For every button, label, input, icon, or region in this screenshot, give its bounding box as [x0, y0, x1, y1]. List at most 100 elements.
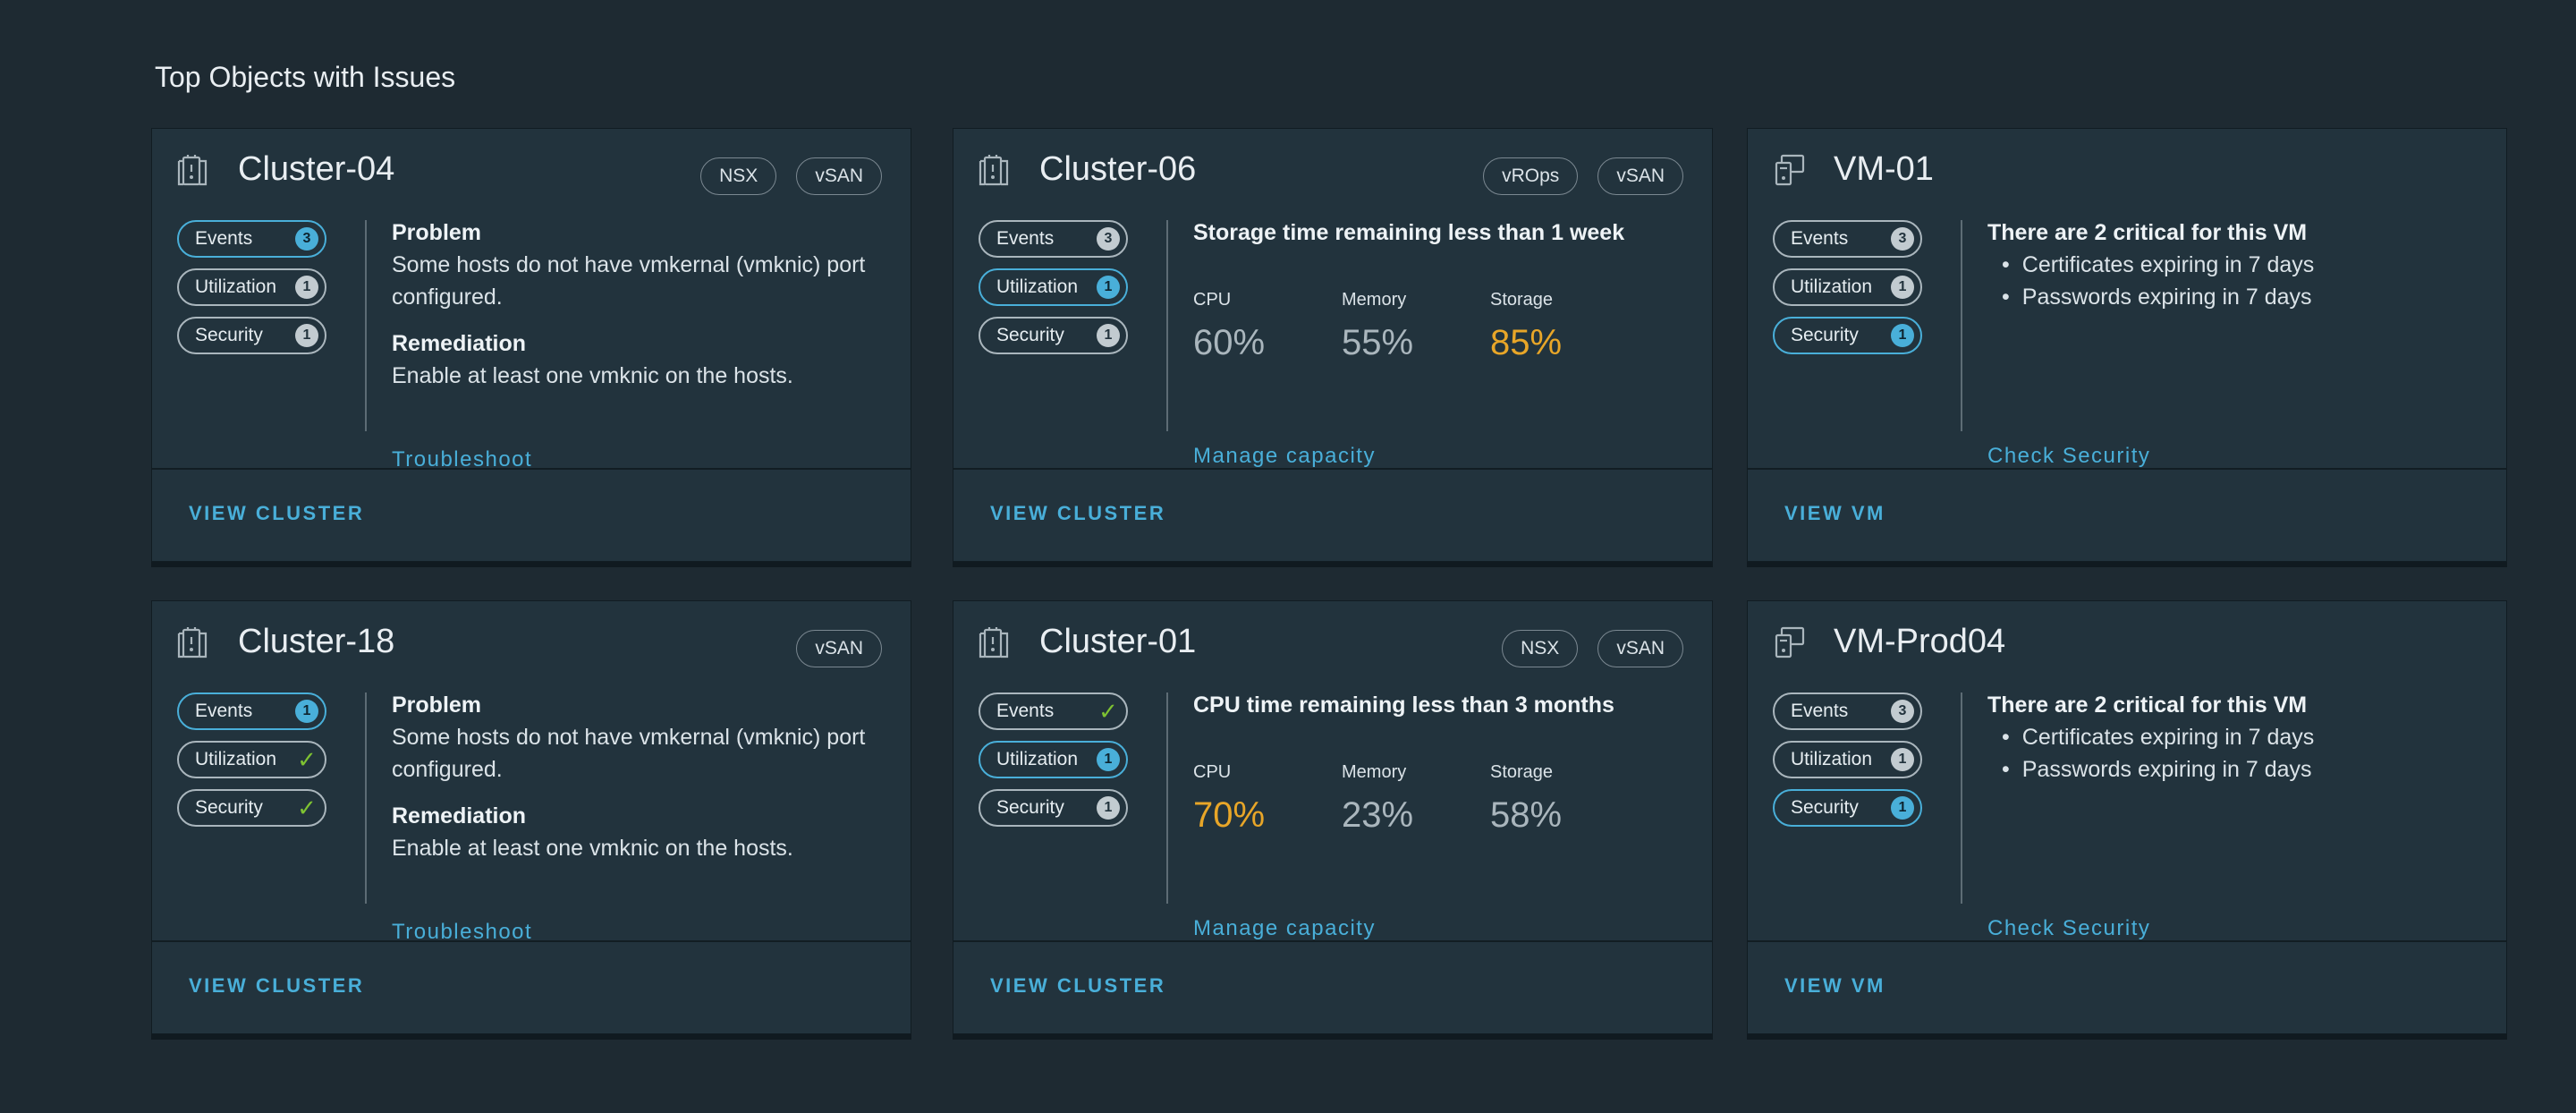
capacity-metrics: CPU 70% Memory 23% Storage 58%: [1193, 762, 1639, 836]
list-item: Passwords expiring in 7 days: [2002, 753, 2481, 786]
security-pill[interactable]: Security 1: [979, 317, 1128, 354]
utilization-pill[interactable]: Utilization 1: [177, 268, 326, 306]
security-pill[interactable]: Security 1: [1773, 317, 1922, 354]
utilization-count-badge: 1: [1097, 748, 1120, 771]
cpu-value: 70%: [1193, 795, 1266, 835]
memory-metric: Memory 23%: [1342, 762, 1490, 836]
pill-label: Utilization: [996, 276, 1079, 297]
view-vm-link[interactable]: VIEW VM: [1784, 502, 1885, 524]
list-item: Passwords expiring in 7 days: [2002, 281, 2481, 313]
card-title: VM-Prod04: [1834, 623, 2006, 660]
issue-category-pills: Events 3 Utilization 1 Security 1: [1773, 220, 1922, 365]
cpu-value: 60%: [1193, 323, 1266, 362]
pill-label: Utilization: [195, 276, 277, 297]
vm-icon: [1773, 624, 1809, 660]
events-pill[interactable]: Events ✓: [979, 692, 1128, 730]
check-icon: ✓: [1098, 697, 1118, 725]
manage-capacity-link[interactable]: Manage capacity: [1193, 444, 1376, 468]
utilization-pill[interactable]: Utilization ✓: [177, 741, 326, 778]
vm-icon: [1773, 152, 1809, 188]
security-pill[interactable]: Security 1: [177, 317, 326, 354]
tag-vrops: vROps: [1483, 157, 1579, 195]
storage-metric: Storage 85%: [1490, 290, 1639, 363]
tag-list: NSX vSAN: [1502, 630, 1683, 667]
object-card-cluster-04: Cluster-04 NSX vSAN Events 3 Utilization…: [151, 128, 911, 562]
view-cluster-link[interactable]: VIEW CLUSTER: [189, 974, 365, 997]
tag-vsan: vSAN: [1597, 630, 1683, 667]
pill-label: Utilization: [195, 749, 277, 769]
remediation-text: Enable at least one vmknic on the hosts.: [392, 836, 793, 861]
issue-detail: There are 2 critical for this VM Certifi…: [1987, 217, 2481, 471]
events-pill[interactable]: Events 1: [177, 692, 326, 730]
object-card-cluster-18: Cluster-18 vSAN Events 1 Utilization ✓ S…: [151, 600, 911, 1034]
issue-headline: There are 2 critical for this VM: [1987, 220, 2308, 245]
problem-heading: Problem: [392, 220, 482, 245]
utilization-count-badge: 1: [1097, 276, 1120, 299]
view-cluster-link[interactable]: VIEW CLUSTER: [990, 502, 1166, 524]
tag-list: vROps vSAN: [1483, 157, 1683, 195]
troubleshoot-link[interactable]: Troubleshoot: [392, 920, 533, 944]
card-footer: VIEW CLUSTER: [953, 940, 1712, 1033]
cluster-icon: [177, 152, 213, 188]
view-cluster-link[interactable]: VIEW CLUSTER: [990, 974, 1166, 997]
issue-category-pills: Events 3 Utilization 1 Security 1: [1773, 692, 1922, 837]
cpu-label: CPU: [1193, 290, 1232, 310]
pill-label: Events: [195, 701, 253, 721]
security-count-badge: 1: [1097, 796, 1120, 820]
tag-nsx: NSX: [1502, 630, 1579, 667]
problem-heading: Problem: [392, 692, 482, 718]
card-footer: VIEW CLUSTER: [152, 940, 911, 1033]
issue-detail: Problem Some hosts do not have vmkernal …: [392, 217, 886, 472]
tag-list: NSX vSAN: [700, 157, 882, 195]
events-pill[interactable]: Events 3: [177, 220, 326, 258]
divider: [1961, 220, 1962, 431]
storage-label: Storage: [1490, 290, 1554, 310]
utilization-pill[interactable]: Utilization 1: [1773, 741, 1922, 778]
issue-category-pills: Events 3 Utilization 1 Security 1: [979, 220, 1128, 365]
pill-label: Events: [1791, 228, 1849, 249]
utilization-pill[interactable]: Utilization 1: [1773, 268, 1922, 306]
pill-label: Events: [996, 228, 1055, 249]
pill-label: Utilization: [1791, 749, 1873, 769]
pill-label: Security: [1791, 325, 1859, 345]
issue-detail: Storage time remaining less than 1 week …: [1193, 217, 1687, 471]
remediation-heading: Remediation: [392, 803, 527, 828]
security-pill[interactable]: Security ✓: [177, 789, 326, 827]
memory-label: Memory: [1342, 290, 1407, 310]
card-title: Cluster-06: [1039, 150, 1197, 188]
card-title: Cluster-18: [238, 623, 395, 660]
security-count-badge: 1: [1097, 324, 1120, 347]
list-item: Certificates expiring in 7 days: [2002, 249, 2481, 281]
utilization-pill[interactable]: Utilization 1: [979, 268, 1128, 306]
pill-label: Events: [1791, 701, 1849, 721]
pill-label: Events: [195, 228, 253, 249]
security-pill[interactable]: Security 1: [979, 789, 1128, 827]
events-pill[interactable]: Events 3: [1773, 692, 1922, 730]
memory-value: 55%: [1342, 323, 1414, 362]
list-item: Certificates expiring in 7 days: [2002, 721, 2481, 753]
events-pill[interactable]: Events 3: [1773, 220, 1922, 258]
check-security-link[interactable]: Check Security: [1987, 444, 2151, 468]
events-count-badge: 3: [295, 227, 318, 251]
utilization-pill[interactable]: Utilization 1: [979, 741, 1128, 778]
security-pill[interactable]: Security 1: [1773, 789, 1922, 827]
view-vm-link[interactable]: VIEW VM: [1784, 974, 1885, 997]
events-count-badge: 3: [1891, 227, 1914, 251]
storage-value: 85%: [1490, 323, 1563, 362]
view-cluster-link[interactable]: VIEW CLUSTER: [189, 502, 365, 524]
issue-bullet-list: Certificates expiring in 7 days Password…: [1987, 721, 2481, 786]
manage-capacity-link[interactable]: Manage capacity: [1193, 916, 1376, 940]
pill-label: Security: [195, 797, 263, 818]
memory-value: 23%: [1342, 795, 1414, 835]
problem-text: Some hosts do not have vmkernal (vmknic)…: [392, 252, 866, 310]
troubleshoot-link[interactable]: Troubleshoot: [392, 447, 533, 472]
card-title: VM-01: [1834, 150, 1934, 188]
check-security-link[interactable]: Check Security: [1987, 916, 2151, 940]
issue-detail: There are 2 critical for this VM Certifi…: [1987, 689, 2481, 943]
issue-headline: CPU time remaining less than 3 months: [1193, 692, 1614, 718]
utilization-count-badge: 1: [1891, 748, 1914, 771]
events-pill[interactable]: Events 3: [979, 220, 1128, 258]
pill-label: Utilization: [1791, 276, 1873, 297]
divider: [365, 220, 367, 431]
issue-category-pills: Events 3 Utilization 1 Security 1: [177, 220, 326, 365]
